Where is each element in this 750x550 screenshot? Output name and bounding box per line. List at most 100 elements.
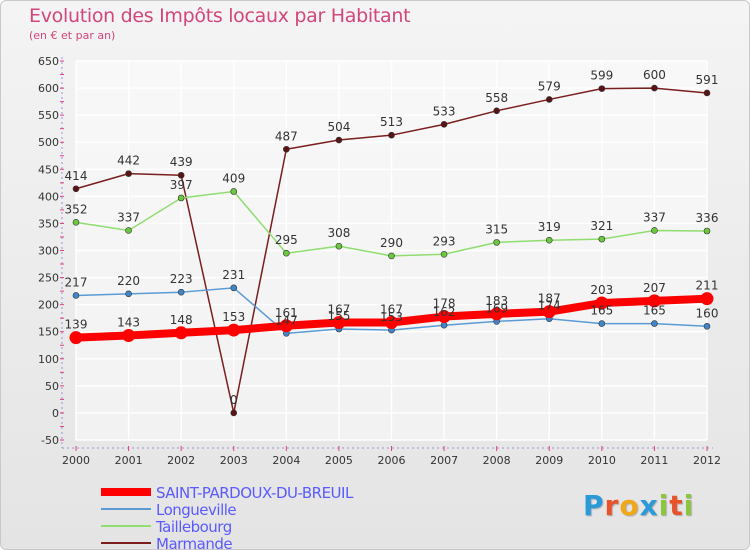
data-point bbox=[388, 131, 395, 139]
data-point bbox=[493, 107, 500, 115]
data-label: 599 bbox=[590, 69, 613, 83]
data-point bbox=[651, 227, 658, 234]
data-label: 504 bbox=[327, 120, 350, 134]
data-label: 160 bbox=[696, 306, 719, 320]
data-label: 352 bbox=[65, 202, 88, 216]
y-tick-label: 0 bbox=[52, 407, 59, 420]
data-point bbox=[388, 252, 395, 260]
data-label: 315 bbox=[485, 222, 508, 236]
y-tick-label: 250 bbox=[38, 272, 59, 285]
data-label: 211 bbox=[696, 279, 719, 293]
data-point bbox=[598, 320, 606, 327]
data-point bbox=[177, 288, 185, 296]
series-saint-pardoux-du-breuil bbox=[69, 292, 714, 345]
series-taillebourg bbox=[72, 188, 711, 260]
data-point bbox=[230, 409, 238, 417]
data-label: 167 bbox=[327, 303, 350, 317]
data-point bbox=[283, 145, 290, 153]
y-tick-label: 450 bbox=[38, 163, 59, 176]
data-point bbox=[177, 171, 185, 179]
data-label: 591 bbox=[696, 73, 719, 87]
data-point bbox=[651, 320, 658, 327]
data-label: 336 bbox=[696, 211, 719, 225]
data-point bbox=[122, 329, 136, 343]
data-label: 337 bbox=[117, 210, 140, 224]
logo-letter: t bbox=[669, 489, 684, 522]
y-tick-label: 500 bbox=[38, 136, 59, 149]
data-label: 600 bbox=[643, 68, 666, 82]
legend-label: Marmande bbox=[156, 535, 233, 550]
legend-label: SAINT-PARDOUX-DU-BREUIL bbox=[156, 484, 353, 502]
x-tick-label: 2008 bbox=[483, 454, 511, 467]
y-tick-label: 650 bbox=[38, 55, 59, 68]
proxiti-logo: Proxiti bbox=[583, 489, 694, 522]
data-label: 319 bbox=[538, 220, 561, 234]
y-tick-label: 150 bbox=[38, 326, 59, 339]
x-tick-label: 2012 bbox=[693, 454, 721, 467]
x-tick-label: 2007 bbox=[430, 454, 458, 467]
data-label: 143 bbox=[117, 316, 140, 330]
data-label: 558 bbox=[485, 91, 508, 105]
data-label: 223 bbox=[170, 272, 193, 286]
x-tick-label: 2005 bbox=[325, 454, 353, 467]
data-label: 220 bbox=[117, 274, 140, 288]
y-tick-label: 300 bbox=[38, 245, 59, 258]
data-point bbox=[283, 249, 290, 257]
data-label: 397 bbox=[170, 178, 193, 192]
data-label: 169 bbox=[485, 301, 508, 315]
data-label: 139 bbox=[65, 318, 88, 332]
data-point bbox=[545, 96, 553, 103]
data-label: 231 bbox=[222, 268, 245, 282]
data-label: 147 bbox=[275, 313, 298, 327]
x-tick-label: 2009 bbox=[535, 454, 563, 467]
data-label: 148 bbox=[170, 313, 193, 327]
data-point bbox=[595, 296, 609, 310]
data-label: 178 bbox=[433, 297, 456, 311]
logo-letter: x bbox=[639, 489, 659, 522]
data-point bbox=[440, 250, 448, 258]
data-point bbox=[174, 326, 188, 340]
data-label: 442 bbox=[117, 154, 140, 168]
data-point bbox=[542, 305, 556, 319]
data-label: 153 bbox=[380, 310, 403, 324]
data-point bbox=[177, 194, 185, 202]
x-tick-label: 2011 bbox=[640, 454, 668, 467]
y-tick-label: 600 bbox=[38, 82, 59, 95]
x-tick-label: 2001 bbox=[115, 454, 143, 467]
y-tick-label: -50 bbox=[41, 434, 59, 447]
data-point bbox=[230, 284, 238, 292]
data-point bbox=[227, 323, 241, 337]
data-point bbox=[545, 236, 553, 244]
y-tick-label: 400 bbox=[38, 190, 59, 203]
legend-swatch bbox=[101, 508, 151, 510]
data-point bbox=[440, 321, 448, 329]
legend-swatch bbox=[101, 525, 151, 527]
data-label: 321 bbox=[590, 219, 613, 233]
data-point bbox=[230, 188, 238, 195]
data-point bbox=[125, 170, 132, 177]
data-point bbox=[647, 294, 661, 308]
legend-label: Longueville bbox=[156, 501, 237, 519]
data-label: 513 bbox=[380, 115, 403, 129]
data-label: 153 bbox=[222, 310, 245, 324]
data-label: 295 bbox=[275, 233, 298, 247]
data-point bbox=[385, 316, 398, 330]
data-point bbox=[72, 185, 80, 193]
y-tick-label: 50 bbox=[45, 380, 59, 393]
data-point bbox=[335, 242, 343, 250]
logo-letter: P bbox=[583, 489, 605, 522]
data-label: 533 bbox=[433, 104, 456, 118]
data-label: 162 bbox=[433, 305, 456, 319]
x-tick-label: 2004 bbox=[272, 454, 300, 467]
data-label: 337 bbox=[643, 210, 666, 224]
logo-letter: i bbox=[683, 489, 695, 522]
logo-letter: r bbox=[604, 489, 620, 522]
data-point bbox=[279, 319, 293, 333]
data-point bbox=[125, 227, 132, 234]
legend-label: Taillebourg bbox=[156, 518, 232, 536]
data-label: 207 bbox=[643, 281, 666, 295]
data-point bbox=[493, 239, 500, 246]
legend-swatch bbox=[101, 488, 151, 496]
